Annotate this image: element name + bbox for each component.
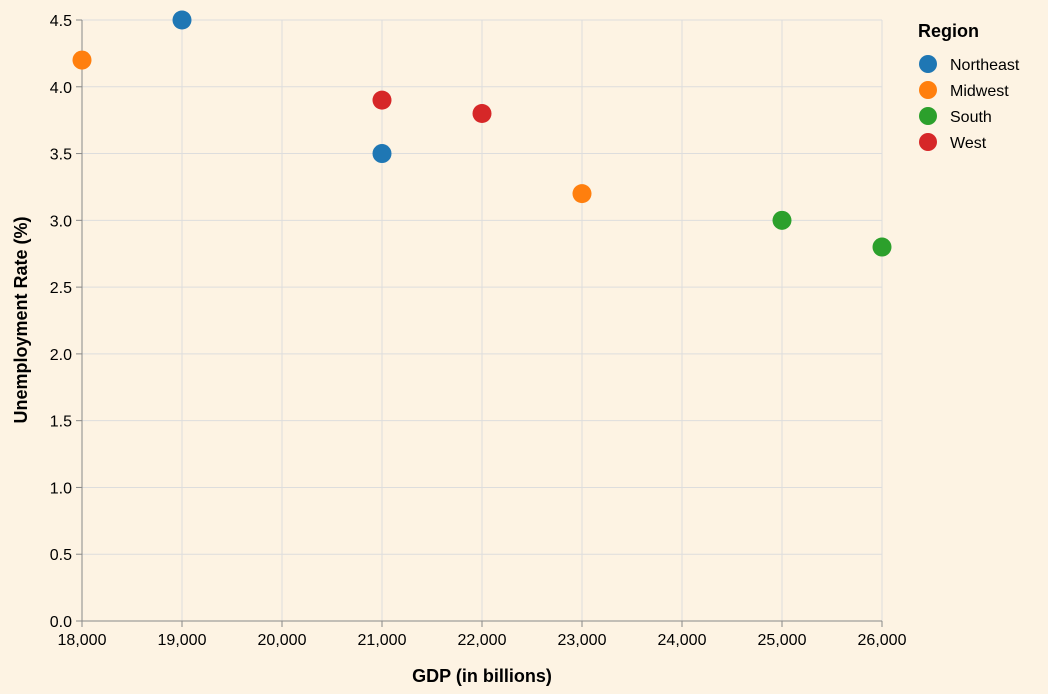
y-tick-label: 1.5 (50, 414, 72, 431)
point-midwest (72, 50, 92, 70)
x-tick-label: 18,000 (58, 632, 107, 649)
y-tick-label: 2.5 (50, 280, 72, 297)
point-south (772, 210, 792, 230)
data-points (72, 10, 892, 257)
legend-title: Region (918, 21, 979, 41)
legend-label-midwest: Midwest (950, 83, 1009, 100)
x-tick-label: 19,000 (158, 632, 207, 649)
x-tick-label: 24,000 (658, 632, 707, 649)
point-south (872, 237, 892, 257)
x-axis-title: GDP (in billions) (412, 666, 552, 686)
y-tick-label: 3.5 (50, 147, 72, 164)
x-tick-label: 21,000 (358, 632, 407, 649)
y-tick-label: 0.5 (50, 547, 72, 564)
y-tick-label: 2.0 (50, 347, 72, 364)
legend-label-south: South (950, 109, 992, 126)
legend-symbol-midwest (919, 81, 937, 99)
axes: 18,000 19,000 20,000 21,000 22,000 23,000 24,0… (50, 13, 907, 649)
point-northeast (172, 10, 192, 30)
legend: Region Northeast Midwest South West (918, 21, 1020, 152)
legend-label-west: West (950, 135, 987, 152)
legend-label-northeast: Northeast (950, 57, 1020, 74)
x-tick-label: 25,000 (758, 632, 807, 649)
legend-symbol-south (919, 107, 937, 125)
y-tick-label: 4.0 (50, 80, 72, 97)
x-tick-label: 23,000 (558, 632, 607, 649)
x-tick-label: 22,000 (458, 632, 507, 649)
point-west (372, 90, 392, 110)
y-tick-label: 0.0 (50, 614, 72, 631)
legend-symbol-northeast (919, 55, 937, 73)
x-tick-label: 20,000 (258, 632, 307, 649)
grid (81, 19, 883, 622)
y-tick-label: 1.0 (50, 480, 72, 497)
legend-symbol-west (919, 133, 937, 151)
x-tick-label: 26,000 (858, 632, 907, 649)
point-midwest (572, 184, 592, 204)
y-tick-label: 4.5 (50, 13, 72, 30)
y-tick-label: 3.0 (50, 213, 72, 230)
point-west (472, 103, 492, 123)
point-northeast (372, 144, 392, 164)
y-axis-title: Unemployment Rate (%) (11, 216, 31, 423)
